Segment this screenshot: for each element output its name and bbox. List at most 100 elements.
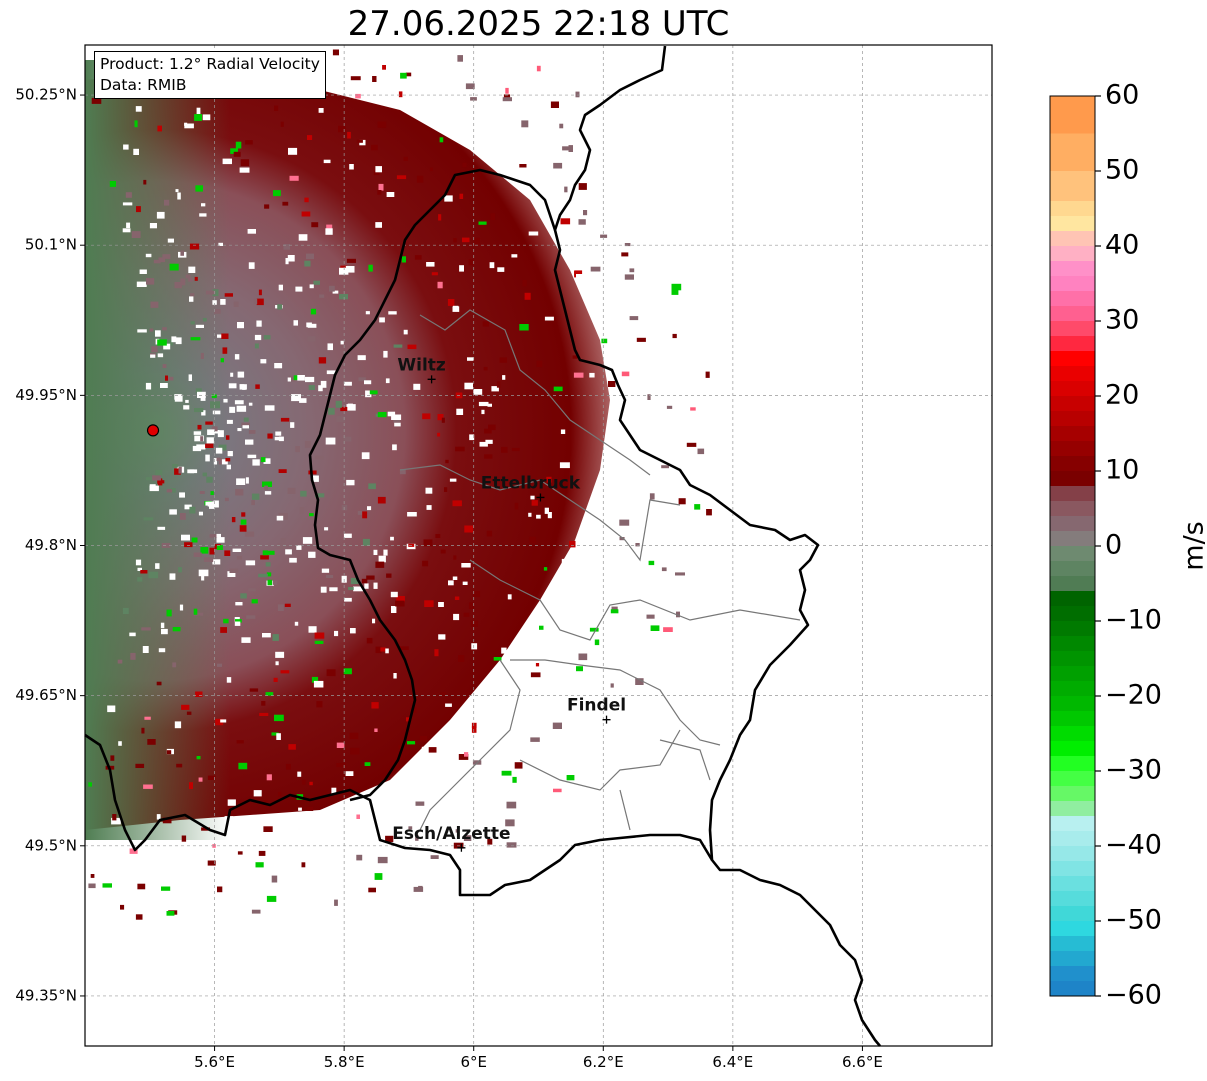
velocity-speckle-cell: [403, 156, 408, 161]
velocity-speckle-cell: [522, 280, 527, 287]
velocity-speckle-cell: [589, 372, 595, 378]
velocity-speckle-cell: [334, 630, 339, 637]
velocity-speckle-cell: [256, 320, 262, 327]
colorbar-ticks: 60 50 40 30 20 10 0 −10 −20 −30 −40 −50 −60: [1095, 80, 1162, 1011]
velocity-speckle-cell: [578, 653, 588, 661]
velocity-speckle-cell: [172, 662, 177, 668]
velocity-speckle-cell: [590, 266, 601, 272]
velocity-speckle-cell: [325, 437, 336, 445]
velocity-speckle-cell: [406, 717, 411, 722]
velocity-speckle-cell: [396, 175, 407, 180]
velocity-speckle-cell: [576, 274, 586, 279]
velocity-speckle-cell: [158, 257, 166, 263]
velocity-speckle-cell: [306, 807, 314, 811]
velocity-speckle-cell: [449, 478, 457, 482]
velocity-speckle-cell: [134, 120, 138, 128]
velocity-speckle-cell: [528, 512, 532, 517]
velocity-speckle-cell: [326, 669, 336, 677]
velocity-speckle-cell: [572, 355, 578, 359]
velocity-speckle-cell: [274, 105, 279, 111]
velocity-speckle-cell: [163, 343, 171, 350]
velocity-speckle-cell: [198, 511, 203, 516]
velocity-speckle-cell: [117, 659, 123, 664]
velocity-speckle-cell: [705, 371, 710, 378]
velocity-speckle-cell: [212, 300, 217, 305]
colorbar-tick-label: −50: [1105, 905, 1162, 936]
colorbar-band: [1050, 396, 1095, 412]
velocity-speckle-cell: [309, 498, 316, 504]
place-markers: Wiltz Ettelbruck Findel Esch/Alzette: [392, 355, 626, 852]
velocity-speckle-cell: [216, 537, 225, 543]
colorbar-band: [1050, 666, 1095, 682]
velocity-speckle-cell: [263, 335, 271, 340]
velocity-speckle-cell: [366, 575, 375, 580]
velocity-speckle-cell: [170, 488, 176, 493]
velocity-speckle-cell: [234, 621, 241, 626]
velocity-speckle-cell: [118, 851, 122, 857]
velocity-speckle-cell: [621, 371, 630, 377]
velocity-speckle-cell: [307, 336, 316, 342]
velocity-speckle-cell: [536, 514, 541, 519]
velocity-speckle-cell: [278, 469, 287, 473]
velocity-speckle-cell: [301, 211, 311, 217]
velocity-speckle-cell: [176, 763, 183, 768]
velocity-speckle-cell: [160, 383, 168, 388]
lon-tick-label: 6.2°E: [583, 1053, 624, 1071]
colorbar-band: [1050, 591, 1095, 607]
velocity-speckle-cell: [202, 317, 207, 322]
velocity-speckle-cell: [194, 435, 204, 442]
velocity-speckle-cell: [380, 647, 386, 652]
velocity-speckle-cell: [298, 234, 308, 241]
velocity-speckle-cell: [377, 121, 387, 128]
velocity-speckle-cell: [123, 144, 129, 150]
velocity-speckle-cell: [198, 569, 209, 577]
map-title: 27.06.2025 22:18 UTC: [347, 4, 730, 44]
velocity-speckle-cell: [193, 431, 202, 435]
velocity-speckle-cell: [474, 237, 480, 245]
place-marker-icon: [602, 715, 611, 724]
velocity-speckle-cell: [248, 588, 256, 592]
velocity-speckle-cell: [318, 357, 327, 364]
velocity-speckle-cell: [184, 123, 194, 129]
velocity-speckle-cell: [502, 97, 512, 102]
velocity-speckle-cell: [240, 593, 247, 599]
velocity-speckle-cell: [193, 612, 204, 616]
velocity-speckle-cell: [169, 573, 176, 580]
velocity-speckle-cell: [444, 195, 453, 202]
velocity-speckle-cell: [553, 162, 563, 169]
velocity-speckle-cell: [308, 551, 316, 558]
velocity-speckle-cell: [210, 491, 214, 495]
velocity-speckle-cell: [400, 72, 407, 79]
lon-tick-label: 6.4°E: [712, 1053, 753, 1071]
colorbar-band: [1050, 321, 1095, 337]
velocity-speckle-cell: [479, 441, 488, 447]
velocity-speckle-cell: [278, 512, 288, 520]
velocity-speckle-cell: [206, 476, 213, 483]
velocity-speckle-cell: [512, 776, 517, 783]
velocity-speckle-cell: [262, 481, 272, 487]
velocity-speckle-cell: [162, 364, 167, 368]
velocity-speckle-cell: [231, 517, 236, 523]
colorbar-band: [1050, 576, 1095, 592]
velocity-speckle-cell: [546, 476, 552, 483]
colorbar-band: [1050, 441, 1095, 457]
velocity-speckle-cell: [251, 599, 258, 604]
velocity-speckle-cell: [385, 835, 394, 843]
velocity-speckle-cell: [511, 447, 520, 452]
velocity-speckle-cell: [276, 733, 281, 740]
velocity-speckle-cell: [355, 93, 361, 99]
velocity-speckle-cell: [237, 428, 242, 432]
velocity-speckle-cell: [364, 762, 371, 766]
colorbar-band: [1050, 133, 1095, 172]
velocity-speckle-cell: [297, 771, 302, 777]
velocity-speckle-cell: [264, 405, 275, 411]
velocity-speckle-cell: [368, 483, 376, 490]
velocity-speckle-cell: [470, 620, 479, 627]
velocity-speckle-cell: [220, 719, 227, 723]
velocity-speckle-cell: [621, 252, 629, 257]
velocity-speckle-cell: [386, 192, 395, 197]
velocity-speckle-cell: [247, 454, 257, 459]
velocity-speckle-cell: [166, 750, 172, 755]
colorbar-tick-label: −40: [1105, 830, 1162, 861]
